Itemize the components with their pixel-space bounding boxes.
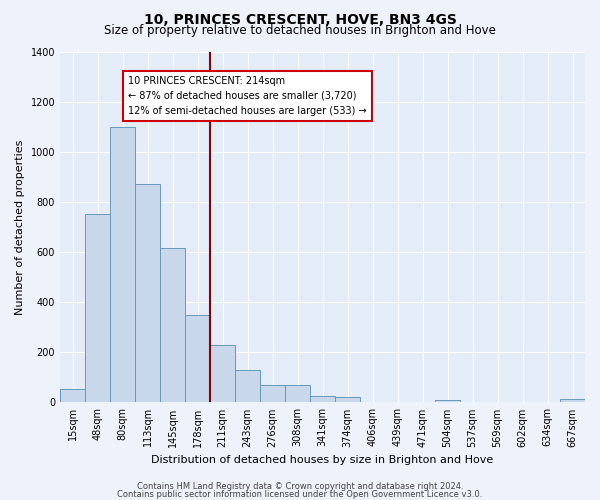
X-axis label: Distribution of detached houses by size in Brighton and Hove: Distribution of detached houses by size …	[151, 455, 494, 465]
Bar	[310, 396, 335, 402]
Bar	[60, 388, 85, 402]
Bar	[210, 345, 235, 403]
Text: 10 PRINCES CRESCENT: 214sqm
← 87% of detached houses are smaller (3,720)
12% of : 10 PRINCES CRESCENT: 214sqm ← 87% of det…	[128, 76, 367, 116]
Text: Size of property relative to detached houses in Brighton and Hove: Size of property relative to detached ho…	[104, 24, 496, 37]
Y-axis label: Number of detached properties: Number of detached properties	[15, 140, 25, 314]
Bar	[260, 385, 285, 402]
Bar	[185, 314, 210, 402]
Bar	[110, 126, 135, 402]
Text: Contains HM Land Registry data © Crown copyright and database right 2024.: Contains HM Land Registry data © Crown c…	[137, 482, 463, 491]
Bar	[435, 400, 460, 402]
Bar	[235, 370, 260, 402]
Bar	[85, 214, 110, 402]
Text: 10, PRINCES CRESCENT, HOVE, BN3 4GS: 10, PRINCES CRESCENT, HOVE, BN3 4GS	[143, 12, 457, 26]
Text: Contains public sector information licensed under the Open Government Licence v3: Contains public sector information licen…	[118, 490, 482, 499]
Bar	[335, 398, 360, 402]
Bar	[560, 398, 585, 402]
Bar	[160, 248, 185, 402]
Bar	[135, 184, 160, 402]
Bar	[285, 385, 310, 402]
